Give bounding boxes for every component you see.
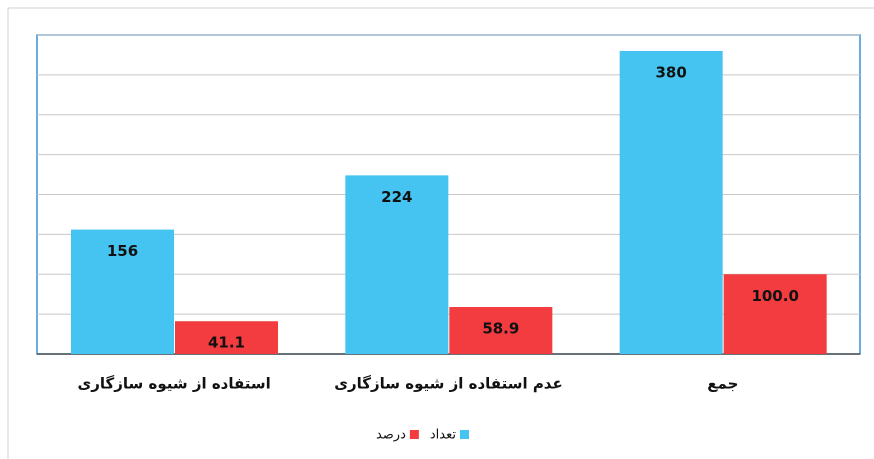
legend-label: تعداد — [430, 428, 456, 443]
x-tick-label: استفاده از شیوه سازگاری — [77, 375, 270, 393]
data-label: 156 — [107, 242, 138, 260]
chart: استفاده از شیوه سازگاری 156 41.1 عدم استفاد… — [0, 0, 874, 459]
data-label: 380 — [656, 63, 687, 81]
data-label: 41.1 — [208, 334, 245, 352]
data-label: 100.0 — [751, 287, 798, 305]
data-label: 224 — [381, 188, 412, 206]
legend-swatch — [460, 430, 469, 439]
x-tick-label: جمع — [707, 375, 738, 393]
legend-label: درصد — [376, 428, 406, 443]
bar — [620, 51, 723, 354]
legend-swatch — [410, 430, 419, 439]
data-label: 58.9 — [482, 320, 519, 338]
x-tick-label: عدم استفاده از شیوه سازگاری — [334, 375, 562, 393]
